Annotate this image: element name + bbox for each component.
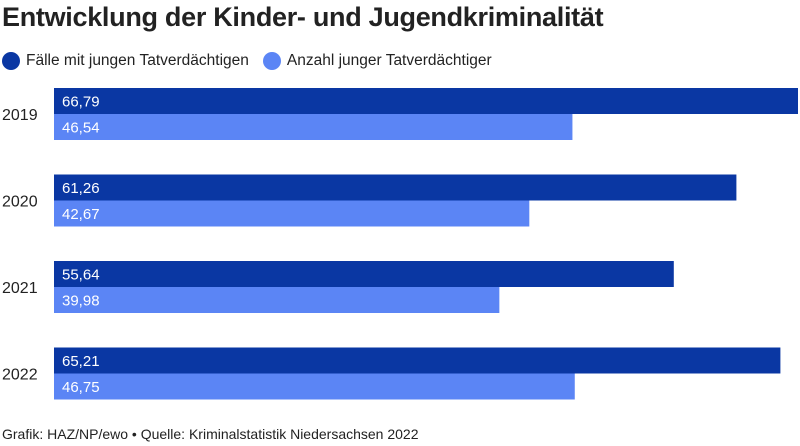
category-label-2022: 2022 xyxy=(2,367,38,384)
bar-2019-series-1 xyxy=(54,88,798,114)
category-label-2021: 2021 xyxy=(2,280,38,297)
legend-swatch-series-1 xyxy=(2,52,20,70)
legend-swatch-series-2 xyxy=(262,52,281,70)
legend: Fälle mit jungen Tatverdächtigen Anzahl … xyxy=(2,50,506,72)
category-label-2019: 2019 xyxy=(2,107,38,124)
legend-item-series-2: Anzahl junger Tatverdächtiger xyxy=(262,52,492,70)
bar-2020-series-2 xyxy=(54,200,530,227)
legend-label-series-1: Fälle mit jungen Tatverdächtigen xyxy=(26,52,249,69)
bar-2022-series-1 xyxy=(54,347,781,374)
value-label-2020-series-1: 61,26 xyxy=(62,180,100,197)
value-label-2021-series-1: 55,64 xyxy=(62,267,100,284)
value-label-2022-series-1: 65,21 xyxy=(62,353,100,370)
value-label-2019-series-1: 66,79 xyxy=(62,94,100,111)
chart-title: Entwicklung der Kinder- und Jugendkrimin… xyxy=(2,2,604,32)
bar-2021-series-2 xyxy=(54,287,500,313)
category-label-2020: 2020 xyxy=(2,194,38,211)
value-label-2020-series-2: 42,67 xyxy=(62,206,100,223)
bar-2020-series-1 xyxy=(54,174,737,201)
value-label-2021-series-2: 39,98 xyxy=(62,293,100,310)
legend-item-series-1: Fälle mit jungen Tatverdächtigen xyxy=(2,52,249,70)
legend-label-series-2: Anzahl junger Tatverdächtiger xyxy=(286,52,492,69)
bar-2021-series-1 xyxy=(54,261,674,287)
bar-2022-series-2 xyxy=(54,373,575,400)
value-label-2022-series-2: 46,75 xyxy=(62,379,100,396)
bar-2019-series-2 xyxy=(54,114,573,140)
value-label-2019-series-2: 46,54 xyxy=(62,120,100,137)
bar-chart: 2019 66,79 46,54 2020 61,26 42,67 2021 55,64 39,… xyxy=(2,88,798,400)
source-footer: Grafik: HAZ/NP/ewo • Quelle: Kriminalsta… xyxy=(2,426,419,442)
